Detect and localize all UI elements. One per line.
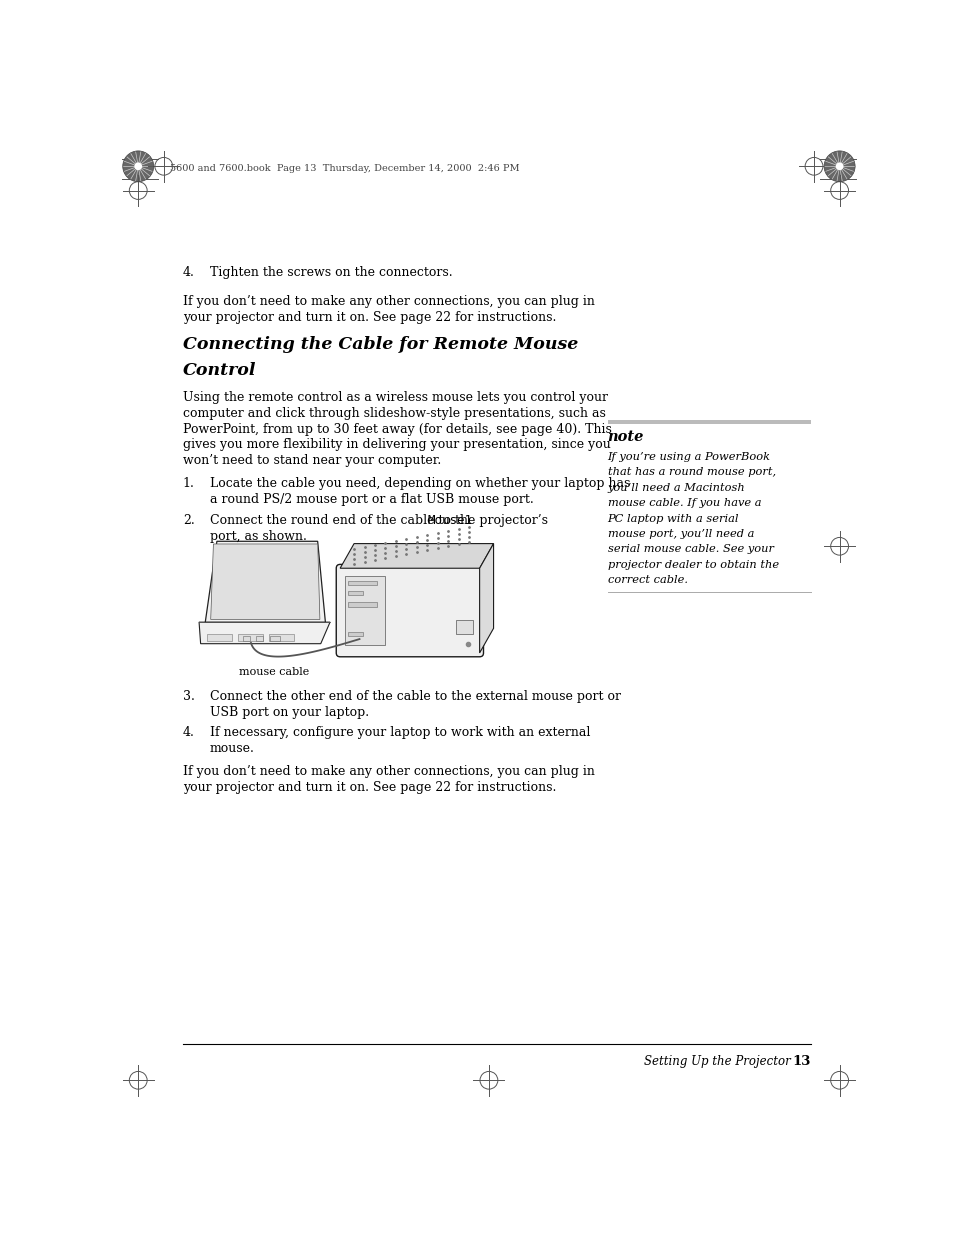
- Polygon shape: [199, 622, 330, 643]
- Text: 2.: 2.: [183, 514, 194, 527]
- Text: Connect the other end of the cable to the external mouse port or: Connect the other end of the cable to th…: [210, 690, 620, 703]
- Text: correct cable.: correct cable.: [607, 576, 687, 585]
- Bar: [243, 636, 250, 641]
- Circle shape: [123, 151, 153, 182]
- Polygon shape: [479, 543, 493, 653]
- Text: PC laptop with a serial: PC laptop with a serial: [607, 514, 739, 524]
- Text: your projector and turn it on. See page 22 for instructions.: your projector and turn it on. See page …: [183, 782, 556, 794]
- Bar: [348, 592, 363, 595]
- Text: 1.: 1.: [183, 478, 194, 490]
- Polygon shape: [211, 543, 319, 620]
- Bar: [348, 580, 377, 585]
- Text: If you don’t need to make any other connections, you can plug in: If you don’t need to make any other conn…: [183, 766, 594, 778]
- Circle shape: [134, 163, 142, 170]
- Text: Locate the cable you need, depending on whether your laptop has: Locate the cable you need, depending on …: [210, 478, 630, 490]
- Text: a round PS/2 mouse port or a flat USB mouse port.: a round PS/2 mouse port or a flat USB mo…: [210, 493, 533, 506]
- Text: mouse.: mouse.: [210, 742, 254, 756]
- Text: Using the remote control as a wireless mouse lets you control your: Using the remote control as a wireless m…: [183, 391, 607, 404]
- Polygon shape: [205, 541, 325, 622]
- Text: mouse port, you’ll need a: mouse port, you’ll need a: [607, 529, 753, 538]
- Text: gives you more flexibility in delivering your presentation, since you: gives you more flexibility in delivering…: [183, 438, 610, 452]
- Text: that has a round mouse port,: that has a round mouse port,: [607, 467, 775, 478]
- Text: If you don’t need to make any other connections, you can plug in: If you don’t need to make any other conn…: [183, 295, 594, 309]
- Text: If necessary, configure your laptop to work with an external: If necessary, configure your laptop to w…: [210, 726, 590, 740]
- Bar: [237, 635, 263, 641]
- Bar: [270, 636, 279, 641]
- Text: USB port on your laptop.: USB port on your laptop.: [210, 705, 369, 719]
- Text: 4.: 4.: [183, 726, 194, 740]
- Text: mouse cable: mouse cable: [239, 667, 310, 677]
- Text: won’t need to stand near your computer.: won’t need to stand near your computer.: [183, 454, 440, 467]
- FancyBboxPatch shape: [335, 564, 483, 657]
- Text: your projector and turn it on. See page 22 for instructions.: your projector and turn it on. See page …: [183, 311, 556, 324]
- Text: Connect the round end of the cable to the projector’s: Connect the round end of the cable to th…: [210, 514, 552, 527]
- Text: serial mouse cable. See your: serial mouse cable. See your: [607, 545, 773, 555]
- Text: 4.: 4.: [183, 266, 194, 279]
- Text: Mouse1: Mouse1: [427, 514, 472, 527]
- Bar: [269, 635, 294, 641]
- Text: 5600 and 7600.book  Page 13  Thursday, December 14, 2000  2:46 PM: 5600 and 7600.book Page 13 Thursday, Dec…: [171, 164, 519, 173]
- Circle shape: [835, 163, 842, 170]
- Circle shape: [823, 151, 854, 182]
- Polygon shape: [340, 543, 493, 568]
- Text: Control: Control: [183, 362, 256, 379]
- Text: computer and click through slideshow-style presentations, such as: computer and click through slideshow-sty…: [183, 406, 605, 420]
- Text: 3.: 3.: [183, 690, 194, 703]
- Text: PowerPoint, from up to 30 feet away (for details, see page 40). This: PowerPoint, from up to 30 feet away (for…: [183, 422, 611, 436]
- Bar: [207, 635, 233, 641]
- Text: 13: 13: [791, 1055, 810, 1068]
- Text: If you’re using a PowerBook: If you’re using a PowerBook: [607, 452, 770, 462]
- Text: Connecting the Cable for Remote Mouse: Connecting the Cable for Remote Mouse: [183, 336, 578, 353]
- Bar: [456, 620, 473, 634]
- Text: projector dealer to obtain the: projector dealer to obtain the: [607, 559, 778, 569]
- Bar: [348, 603, 377, 606]
- Bar: [256, 636, 263, 641]
- Text: note: note: [607, 431, 643, 445]
- Bar: [348, 632, 363, 636]
- Text: Setting Up the Projector: Setting Up the Projector: [643, 1055, 790, 1068]
- Text: you’ll need a Macintosh: you’ll need a Macintosh: [607, 483, 744, 493]
- Text: port, as shown.: port, as shown.: [210, 530, 307, 542]
- Text: mouse cable. If you have a: mouse cable. If you have a: [607, 498, 760, 508]
- Bar: [607, 420, 810, 425]
- Text: Tighten the screws on the connectors.: Tighten the screws on the connectors.: [210, 266, 452, 279]
- Bar: [344, 576, 385, 645]
